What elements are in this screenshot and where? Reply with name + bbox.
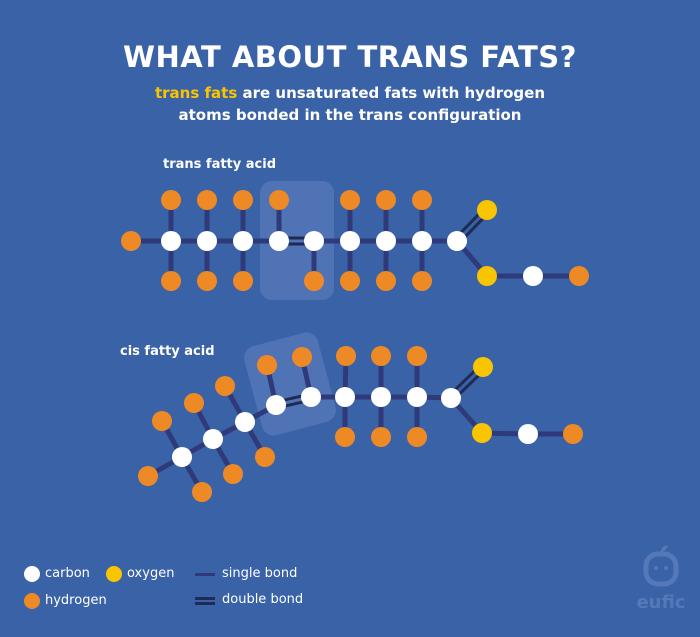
trans-hydrogen-atom <box>376 271 396 291</box>
cis-carbon-atom <box>518 424 538 444</box>
cis-hydrogen-atom <box>255 447 275 467</box>
cis-hydrogen-atom <box>292 347 312 367</box>
cis-carbon-atom <box>301 387 321 407</box>
cis-oxygen-atom <box>472 423 492 443</box>
cis-highlight-box <box>244 332 336 436</box>
cis-carbon-atom <box>335 387 355 407</box>
trans-carbon-atom <box>233 231 253 251</box>
cis-oxygen-atom <box>473 357 493 377</box>
legend-hydrogen: hydrogen <box>45 593 107 608</box>
trans-oxygen-atom <box>477 200 497 220</box>
cis-hydrogen-atom <box>335 427 355 447</box>
trans-hydrogen-atom <box>412 190 432 210</box>
trans-hydrogen-atom <box>569 266 589 286</box>
trans-carbon-atom <box>197 231 217 251</box>
legend-carbon: carbon <box>45 566 90 581</box>
trans-hydrogen-atom <box>161 190 181 210</box>
trans-oxygen-atom <box>477 266 497 286</box>
trans-carbon-atom <box>304 231 324 251</box>
cis-hydrogen-atom <box>563 424 583 444</box>
cis-hydrogen-atom <box>215 376 235 396</box>
trans-carbon-atom <box>447 231 467 251</box>
cis-hydrogen-atom <box>371 346 391 366</box>
cis-hydrogen-atom <box>371 427 391 447</box>
cis-hydrogen-atom <box>336 346 356 366</box>
trans-hydrogen-atom <box>161 271 181 291</box>
trans-hydrogen-atom <box>121 231 141 251</box>
trans-carbon-atom <box>376 231 396 251</box>
trans-hydrogen-atom <box>233 190 253 210</box>
cis-hydrogen-atom <box>407 427 427 447</box>
trans-carbon-atom <box>269 231 289 251</box>
cis-hydrogen-atom <box>138 466 158 486</box>
cis-hydrogen-atom <box>184 393 204 413</box>
trans-label: trans fatty acid <box>163 157 277 172</box>
single-bond-legend-icon <box>195 573 215 576</box>
trans-hydrogen-atom <box>197 271 217 291</box>
trans-carbon-atom <box>340 231 360 251</box>
cis-hydrogen-atom <box>223 464 243 484</box>
apple-face-icon <box>643 545 679 587</box>
cis-hydrogen-atom <box>257 355 277 375</box>
trans-carbon-atom <box>412 231 432 251</box>
logo-text: eufic <box>636 592 686 613</box>
cis-carbon-atom <box>407 387 427 407</box>
carbon-legend-icon <box>24 566 40 582</box>
cis-hydrogen-atom <box>152 411 172 431</box>
oxygen-legend-icon <box>106 566 122 582</box>
cis-carbon-atom <box>203 429 223 449</box>
trans-hydrogen-atom <box>233 271 253 291</box>
trans-hydrogen-atom <box>304 271 324 291</box>
legend-double-bond: double bond <box>222 592 304 607</box>
trans-hydrogen-atom <box>412 271 432 291</box>
double-bond-legend-icon-2 <box>195 602 215 605</box>
eufic-logo: eufic <box>636 544 686 613</box>
cis-label: cis fatty acid <box>120 344 215 359</box>
trans-hydrogen-atom <box>376 190 396 210</box>
cis-carbon-atom <box>266 395 286 415</box>
subtitle-line1: are unsaturated fats with hydrogen <box>237 84 545 102</box>
trans-hydrogen-atom <box>269 190 289 210</box>
hydrogen-legend-icon <box>24 593 40 609</box>
legend-single-bond: single bond <box>222 566 298 581</box>
page-title: WHAT ABOUT TRANS FATS? <box>123 40 577 74</box>
cis-hydrogen-atom <box>407 346 427 366</box>
cis-carbon-atom <box>235 412 255 432</box>
cis-carbon-atom <box>441 388 461 408</box>
subtitle: trans fats are unsaturated fats with hyd… <box>0 82 700 126</box>
subtitle-highlight: trans fats <box>154 84 238 102</box>
trans-carbon-atom <box>523 266 543 286</box>
cis-carbon-atom <box>172 447 192 467</box>
double-bond-legend-icon <box>195 597 215 600</box>
cis-hydrogen-atom <box>192 482 212 502</box>
trans-hydrogen-atom <box>340 271 360 291</box>
trans-hydrogen-atom <box>340 190 360 210</box>
cis-carbon-atom <box>371 387 391 407</box>
trans-carbon-atom <box>161 231 181 251</box>
subtitle-line2: atoms bonded in the trans configuration <box>178 106 522 124</box>
legend-oxygen: oxygen <box>127 566 175 581</box>
trans-hydrogen-atom <box>197 190 217 210</box>
